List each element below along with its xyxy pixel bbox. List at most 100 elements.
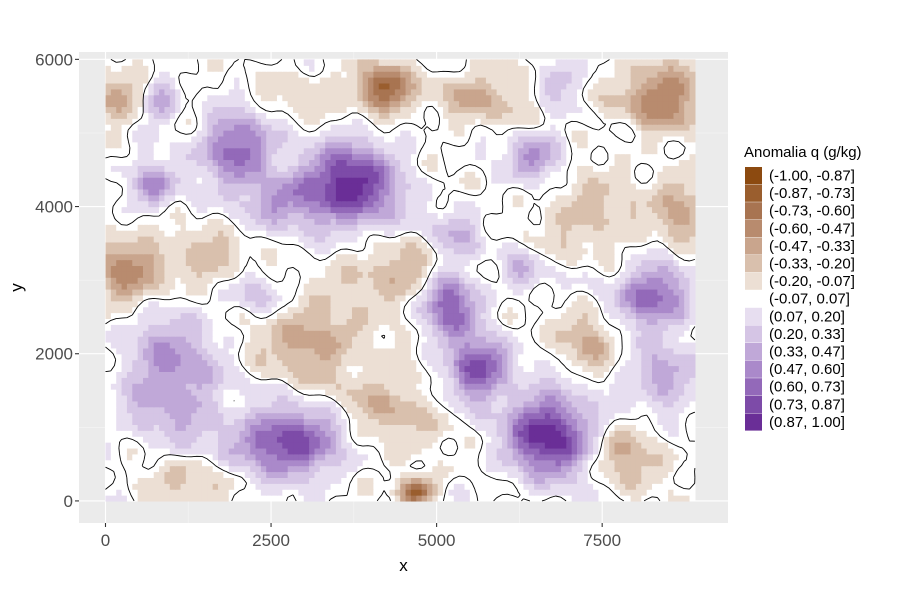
field-cell (148, 418, 155, 425)
field-cell (143, 230, 149, 237)
field-cell (137, 259, 144, 267)
field-cell (346, 389, 353, 396)
field-cell (357, 495, 364, 502)
field-cell (351, 418, 358, 425)
field-cell (421, 324, 428, 331)
field-cell (228, 300, 235, 308)
field-cell (191, 383, 198, 390)
field-cell (464, 489, 471, 496)
field-cell (416, 447, 423, 455)
field-cell (668, 288, 675, 296)
field-cell (539, 471, 546, 478)
field-cell (207, 465, 214, 473)
field-cell (346, 336, 353, 343)
field-cell (309, 247, 316, 255)
field-cell (523, 394, 530, 402)
field-cell (116, 253, 123, 261)
field-cell (550, 359, 557, 367)
field-cell (228, 347, 235, 355)
field-cell (560, 371, 567, 378)
field-cell (191, 318, 198, 325)
field-cell (389, 341, 396, 349)
field-cell (518, 394, 525, 402)
field-cell (169, 235, 176, 243)
field-cell (180, 336, 187, 343)
field-cell (512, 418, 519, 425)
field-cell (544, 353, 551, 361)
field-cell (126, 389, 133, 396)
field-cell (250, 353, 257, 361)
field-cell (641, 341, 648, 349)
field-cell (228, 230, 235, 237)
field-cell (293, 294, 299, 302)
field-cell (394, 365, 401, 372)
field-cell (544, 336, 551, 343)
field-cell (619, 271, 626, 278)
field-cell (218, 436, 224, 443)
field-cell (512, 453, 519, 461)
field-cell (625, 300, 632, 308)
field-cell (459, 459, 466, 467)
field-cell (480, 265, 487, 272)
field-cell (180, 247, 187, 255)
field-cell (512, 294, 519, 302)
field-cell (475, 394, 482, 402)
field-cell (560, 294, 567, 302)
field-cell (234, 259, 241, 267)
field-cell (437, 365, 444, 372)
field-cell (416, 412, 423, 420)
field-cell (544, 359, 551, 367)
field-cell (635, 253, 642, 261)
field-cell (319, 347, 326, 355)
field-cell (577, 365, 583, 372)
field-cell (400, 495, 407, 502)
field-cell (641, 294, 648, 302)
field-cell (614, 412, 621, 420)
field-cell (507, 430, 514, 437)
field-cell (625, 265, 632, 272)
field-cell (501, 318, 508, 325)
field-cell (137, 341, 144, 349)
field-cell (571, 453, 578, 461)
field-cell (625, 412, 632, 420)
field-cell (512, 247, 519, 255)
field-cell (319, 477, 326, 484)
field-cell (405, 359, 412, 367)
field-cell (207, 365, 214, 372)
field-cell (196, 400, 203, 408)
field-cell (346, 412, 353, 420)
field-cell (571, 371, 578, 378)
field-cell (287, 247, 294, 255)
field-cell (421, 341, 428, 349)
field-cell (566, 471, 573, 478)
field-cell (169, 418, 176, 425)
field-cell (662, 265, 669, 272)
field-cell (330, 365, 337, 372)
field-cell (652, 283, 658, 290)
field-cell (293, 447, 299, 455)
field-cell (357, 430, 364, 437)
field-cell (614, 271, 621, 278)
field-cell (314, 459, 321, 467)
field-cell (346, 306, 353, 314)
field-cell (635, 288, 642, 296)
field-cell (480, 318, 487, 325)
field-cell (319, 459, 326, 467)
field-cell (212, 371, 219, 378)
field-cell (148, 288, 155, 296)
field-cell (303, 465, 310, 473)
field-cell (159, 383, 166, 390)
field-cell (593, 459, 600, 467)
field-cell (239, 359, 246, 367)
field-cell (137, 418, 144, 425)
field-cell (550, 400, 557, 408)
field-cell (668, 371, 675, 378)
field-cell (212, 377, 219, 384)
field-cell (485, 347, 492, 355)
field-cell (582, 465, 589, 473)
field-cell (464, 277, 471, 284)
field-cell (512, 253, 519, 261)
field-cell (180, 235, 187, 243)
field-cell (496, 389, 503, 396)
field-cell (560, 288, 567, 296)
